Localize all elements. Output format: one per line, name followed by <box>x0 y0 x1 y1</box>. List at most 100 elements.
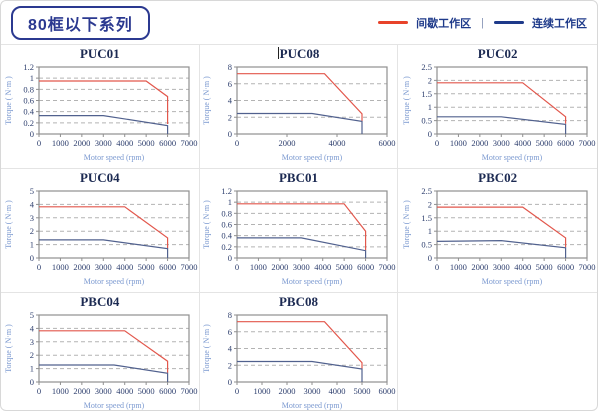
svg-text:3000: 3000 <box>304 386 321 396</box>
svg-text:4000: 4000 <box>514 262 531 272</box>
svg-text:0.6: 0.6 <box>23 96 34 106</box>
svg-text:8: 8 <box>228 62 232 72</box>
svg-text:Torque ( N·m ): Torque ( N·m ) <box>4 200 13 249</box>
series-intermittent <box>38 80 169 124</box>
svg-text:2.5: 2.5 <box>421 186 432 196</box>
svg-text:6000: 6000 <box>379 138 396 148</box>
svg-text:1000: 1000 <box>450 262 467 272</box>
svg-text:4: 4 <box>30 199 35 209</box>
svg-text:3000: 3000 <box>95 386 112 396</box>
series-continuous <box>436 239 566 258</box>
svg-text:7000: 7000 <box>180 386 197 396</box>
svg-text:2000: 2000 <box>73 262 90 272</box>
chart-PBC04: PBC04 0 1000 2000 3000 4000 5000 6000 7000 0 1 2 3 4 5… <box>1 293 200 410</box>
svg-text:1.2: 1.2 <box>23 62 34 72</box>
svg-text:1000: 1000 <box>250 262 267 272</box>
series-intermittent <box>237 203 367 251</box>
svg-text:4000: 4000 <box>514 138 531 148</box>
svg-text:8: 8 <box>228 310 232 320</box>
svg-text:Torque ( N·m ): Torque ( N·m ) <box>4 324 13 373</box>
svg-text:1000: 1000 <box>52 138 69 148</box>
svg-text:1: 1 <box>30 240 34 250</box>
empty-cell <box>398 293 597 410</box>
svg-text:3000: 3000 <box>293 262 310 272</box>
svg-text:0: 0 <box>30 129 34 139</box>
svg-text:5000: 5000 <box>336 262 353 272</box>
chart-title: PUC02 <box>477 46 518 61</box>
svg-text:1: 1 <box>30 73 34 83</box>
svg-text:4000: 4000 <box>116 386 133 396</box>
svg-text:3000: 3000 <box>95 138 112 148</box>
svg-text:3000: 3000 <box>492 138 509 148</box>
svg-text:1.5: 1.5 <box>421 89 432 99</box>
svg-text:2.5: 2.5 <box>421 62 432 72</box>
svg-text:6000: 6000 <box>159 386 176 396</box>
header-bar: 80框以下系列 间歇工作区 | 连续工作区 <box>1 1 597 44</box>
series-continuous <box>38 114 169 134</box>
chart-svg-PUC04: 0 1000 2000 3000 4000 5000 6000 7000 0 1 2 3 4 5 Motor… <box>4 186 198 286</box>
svg-text:5: 5 <box>30 310 34 320</box>
svg-text:0.8: 0.8 <box>23 84 34 94</box>
svg-text:0: 0 <box>235 138 239 148</box>
series-continuous <box>237 237 367 258</box>
svg-text:1000: 1000 <box>254 386 271 396</box>
svg-text:6: 6 <box>228 79 232 89</box>
svg-text:0: 0 <box>228 129 232 139</box>
svg-text:1000: 1000 <box>52 262 69 272</box>
svg-text:0: 0 <box>37 262 41 272</box>
svg-text:Motor speed (rpm): Motor speed (rpm) <box>481 277 542 286</box>
svg-text:5000: 5000 <box>137 262 154 272</box>
continuous-line-icon <box>494 21 524 24</box>
svg-text:0: 0 <box>427 129 431 139</box>
svg-text:2000: 2000 <box>73 386 90 396</box>
svg-text:2000: 2000 <box>279 386 296 396</box>
svg-text:1: 1 <box>427 226 431 236</box>
series-continuous <box>38 364 169 382</box>
svg-text:6000: 6000 <box>358 262 375 272</box>
intermittent-line-icon <box>378 21 409 24</box>
svg-text:2000: 2000 <box>279 138 296 148</box>
svg-text:3000: 3000 <box>492 262 509 272</box>
svg-text:Torque ( N·m ): Torque ( N·m ) <box>202 76 211 125</box>
svg-text:0.4: 0.4 <box>23 107 34 117</box>
svg-text:Motor speed (rpm): Motor speed (rpm) <box>84 277 145 286</box>
svg-text:Torque ( N·m ): Torque ( N·m ) <box>402 76 411 125</box>
series-continuous <box>436 116 566 134</box>
chart-PBC02: PBC02 0 1000 2000 3000 4000 5000 6000 7000 0 0.5 1 1… <box>398 169 597 293</box>
series-intermittent <box>38 206 169 249</box>
svg-text:5: 5 <box>30 186 34 196</box>
chart-PUC01: PUC01 0 1000 2000 3000 4000 5000 6000 7000 0 0.2 0.… <box>1 45 200 169</box>
chart-svg-PBC02: 0 1000 2000 3000 4000 5000 6000 7000 0 0.5 1 1.5 2 2.… <box>402 186 596 286</box>
legend-label-continuous: 连续工作区 <box>532 17 587 30</box>
svg-text:0: 0 <box>235 386 239 396</box>
svg-text:0: 0 <box>435 138 439 148</box>
svg-text:6000: 6000 <box>557 262 574 272</box>
svg-text:0.4: 0.4 <box>222 231 233 241</box>
series-intermittent <box>436 82 566 124</box>
chart-grid: PUC01 0 1000 2000 3000 4000 5000 6000 7000 0 0.2 0.… <box>1 44 597 410</box>
svg-text:7000: 7000 <box>578 138 595 148</box>
svg-text:0: 0 <box>37 386 41 396</box>
svg-text:2: 2 <box>30 350 34 360</box>
svg-text:Torque ( N·m ): Torque ( N·m ) <box>4 76 13 125</box>
text-cursor <box>277 47 279 59</box>
svg-text:2000: 2000 <box>471 262 488 272</box>
svg-text:6000: 6000 <box>159 138 176 148</box>
chart-svg-PUC01: 0 1000 2000 3000 4000 5000 6000 7000 00.20.40.6 0… <box>4 62 198 162</box>
chart-svg-PUC08: 0 2000 4000 6000 0 2 4 6 8 Motor speed (rpm) Torqu… <box>202 62 396 162</box>
svg-text:0.6: 0.6 <box>222 220 233 230</box>
chart-title: PBC04 <box>80 294 120 309</box>
svg-text:6000: 6000 <box>557 138 574 148</box>
svg-text:Motor speed (rpm): Motor speed (rpm) <box>481 153 542 162</box>
series-continuous <box>237 360 364 382</box>
svg-text:Torque ( N·m ): Torque ( N·m ) <box>202 324 211 373</box>
series-intermittent <box>436 206 566 248</box>
svg-text:0: 0 <box>37 138 41 148</box>
svg-text:2: 2 <box>228 112 232 122</box>
svg-text:0.8: 0.8 <box>222 208 233 218</box>
chart-title: PBC01 <box>278 170 318 185</box>
chart-PUC08: PUC08 0 2000 4000 6000 0 2 4 6 8 Motor speed (rpm)… <box>199 45 399 169</box>
svg-text:4: 4 <box>228 344 233 354</box>
svg-text:1000: 1000 <box>450 138 467 148</box>
